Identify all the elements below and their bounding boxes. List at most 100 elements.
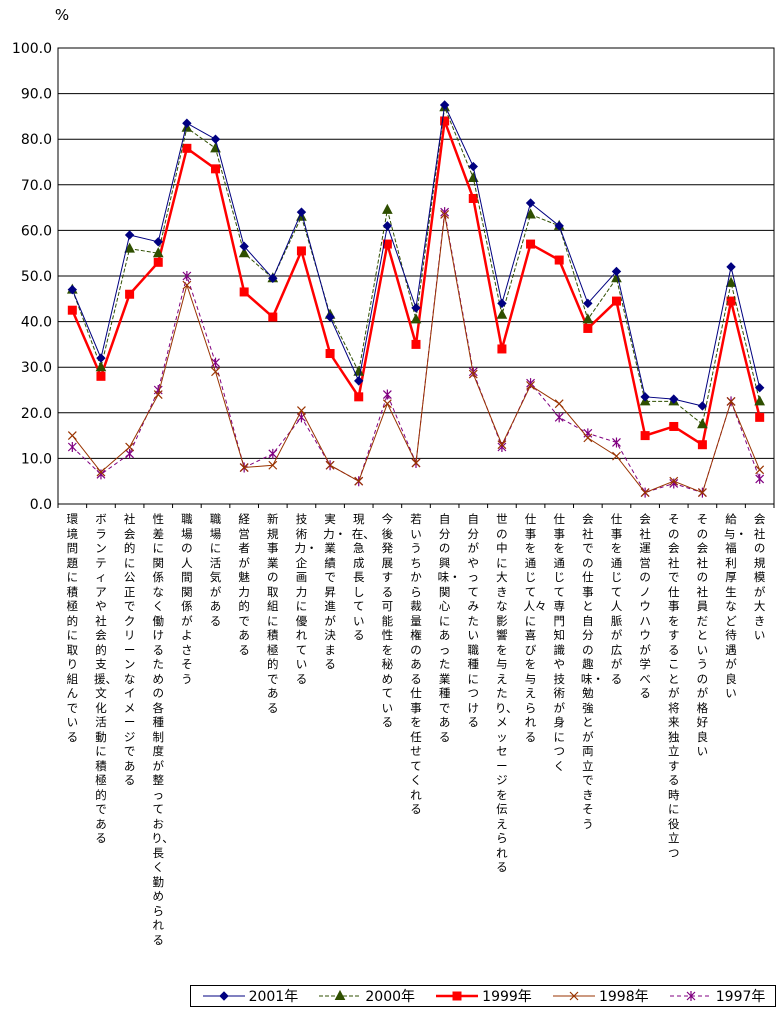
data-point — [686, 991, 696, 1001]
data-point — [754, 395, 766, 406]
data-point — [268, 312, 278, 322]
x-category-label: 会社運営のノウハウが学べる — [639, 512, 651, 700]
legend-swatch — [552, 991, 595, 1001]
data-point — [411, 303, 421, 313]
y-tick-label: 30.0 — [21, 360, 52, 376]
data-point — [697, 440, 707, 450]
y-tick-label: 100.0 — [12, 41, 52, 57]
x-category-label: 世の中に大きな影響を与えたり、メッセージを伝えられる — [494, 512, 518, 874]
data-point — [268, 448, 278, 459]
legend-label: 1997年 — [715, 989, 766, 1005]
series-layer — [66, 100, 766, 498]
y-tick-label: 0.0 — [30, 497, 52, 513]
x-category-label: 給与・福利厚生など待遇が良い — [724, 512, 748, 700]
data-point — [612, 437, 621, 448]
data-point — [755, 473, 765, 484]
legend-label: 1998年 — [598, 989, 649, 1005]
data-point — [125, 289, 135, 299]
x-category-label: 仕事を通じて人々に喜びを与えられる — [523, 512, 547, 744]
data-point — [410, 313, 422, 324]
x-category-label: 若いうちから裁量権のある仕事を任せてくれる — [410, 512, 422, 816]
data-point — [468, 193, 478, 203]
data-point — [95, 361, 107, 372]
data-point — [612, 451, 621, 461]
x-category-label: 職場の人間関係がよさそう — [181, 512, 193, 686]
data-point — [525, 198, 536, 208]
data-point — [497, 344, 507, 354]
data-point — [67, 305, 77, 315]
data-point — [124, 242, 135, 253]
data-point — [669, 394, 679, 404]
data-point — [153, 257, 163, 267]
x-category-label: その会社の社員だというのが格好良い — [696, 512, 709, 758]
legend-label: 2001年 — [248, 989, 299, 1005]
x-category-label: 自分の興味・関心にあった業種である — [437, 512, 461, 744]
data-point — [440, 116, 450, 126]
y-tick-label: 90.0 — [21, 87, 52, 103]
data-point — [96, 467, 106, 477]
data-point — [554, 412, 564, 423]
legend-item: 1998年 — [551, 986, 649, 1006]
data-point — [382, 203, 393, 214]
data-point — [354, 476, 364, 486]
data-point — [354, 392, 364, 402]
y-tick-label: 70.0 — [21, 178, 52, 194]
data-point — [554, 221, 564, 231]
data-point — [526, 239, 536, 249]
legend-item: 2000年 — [317, 986, 415, 1006]
data-point — [335, 989, 346, 1000]
data-point — [697, 418, 708, 429]
x-category-label: 職場に活気がある — [209, 512, 222, 628]
data-point — [496, 308, 508, 319]
legend: 2001年 2000年 1999年 1998年 1997年 — [190, 985, 776, 1007]
legend-item: 2001年 — [201, 986, 299, 1006]
data-point — [182, 280, 192, 290]
legend-label: 2000年 — [365, 989, 416, 1005]
data-point — [67, 284, 78, 295]
x-category-label: 会社での仕事と自分の趣味・勉強とが両立できそう — [580, 512, 604, 831]
data-point — [582, 313, 594, 324]
data-point — [640, 431, 650, 441]
data-point — [152, 247, 164, 258]
data-point — [238, 247, 250, 258]
data-point — [583, 323, 593, 333]
data-point — [697, 401, 708, 411]
series-2001年 — [67, 100, 765, 411]
legend-item: 1997年 — [668, 986, 766, 1006]
y-tick-label: 40.0 — [21, 315, 52, 331]
data-point — [726, 262, 736, 272]
data-point — [755, 465, 765, 475]
data-point — [640, 488, 650, 498]
legend-item: 1999年 — [434, 986, 532, 1006]
x-category-label: 仕事を通じて専門知識や技術が身につく — [553, 512, 565, 773]
data-point — [669, 421, 679, 431]
gridlines — [57, 47, 775, 508]
data-point — [452, 991, 462, 1001]
data-point — [239, 287, 249, 297]
data-point — [755, 412, 765, 422]
data-point — [497, 440, 507, 450]
x-category-label: 今後発展する可能性を秘めている — [381, 512, 394, 729]
data-point — [125, 448, 135, 459]
data-point — [468, 161, 478, 172]
data-point — [725, 276, 737, 287]
data-point — [382, 399, 392, 409]
data-point — [640, 392, 650, 402]
data-point — [211, 164, 221, 174]
data-point — [526, 381, 535, 390]
x-category-label: 仕事を通じて人脈が広がる — [610, 512, 623, 686]
y-tick-label: 80.0 — [21, 132, 52, 148]
series-1999年 — [67, 116, 765, 450]
data-point — [325, 349, 335, 359]
data-point — [67, 442, 77, 452]
data-point — [124, 230, 135, 240]
data-point — [497, 298, 507, 309]
x-category-label: 新規事業の取組に積極的である — [267, 512, 279, 715]
data-point — [697, 488, 707, 498]
data-point — [554, 399, 564, 409]
data-point — [210, 134, 221, 144]
data-point — [669, 478, 679, 489]
y-tick-label: 60.0 — [21, 223, 52, 239]
data-point — [468, 369, 478, 379]
